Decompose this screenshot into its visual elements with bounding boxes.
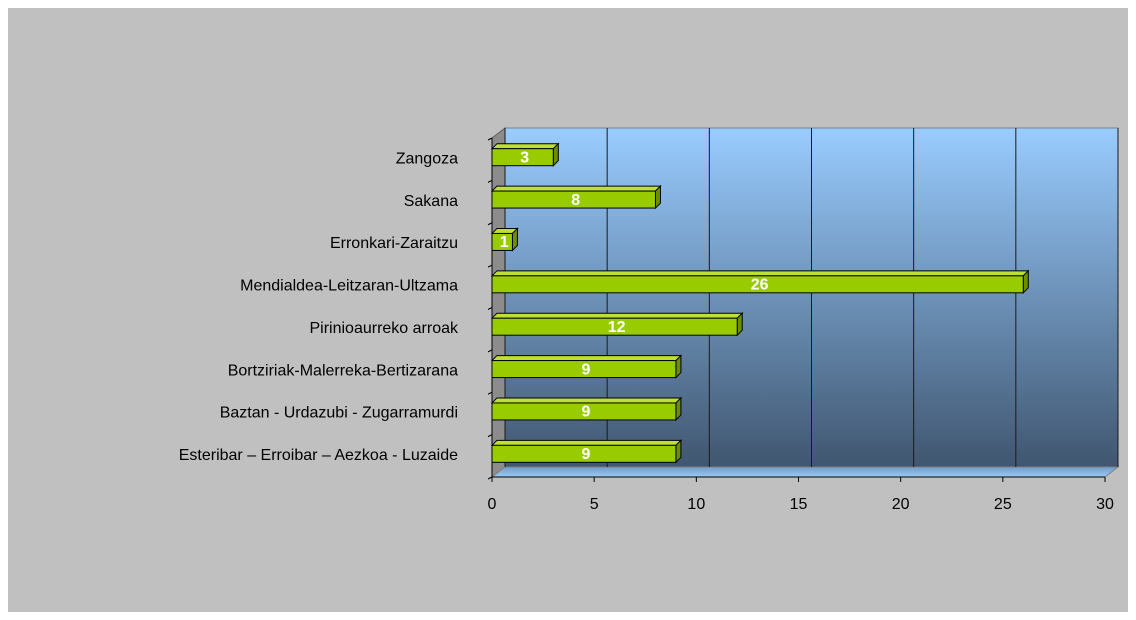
x-tick-label: 0: [488, 496, 497, 513]
x-tick-label: 25: [994, 496, 1012, 513]
y-tick-label: Esteribar – Erroibar – Aezkoa - Luzaide: [179, 447, 458, 464]
x-tick-label: 20: [892, 496, 910, 513]
y-tick: [487, 434, 493, 438]
x-tick-label: 30: [1096, 496, 1114, 513]
bar: [491, 190, 656, 209]
y-tick-label: Baztan - Urdazubi - Zugarramurdi: [220, 405, 458, 422]
y-tick: [487, 476, 493, 480]
bar: [491, 232, 513, 251]
bar: [491, 444, 677, 463]
bar: [491, 148, 554, 167]
x-tick-label: 5: [590, 496, 599, 513]
y-tick-label: Mendialdea-Leitzaran-Ultzama: [240, 278, 458, 295]
side-wall: [491, 126, 506, 479]
bar-top: [490, 397, 683, 404]
bar-top: [490, 143, 560, 150]
y-tick-label: Zangoza: [396, 150, 458, 167]
value-label: 9: [581, 446, 590, 463]
floor: [490, 466, 1120, 478]
bar: [491, 360, 677, 379]
bar-top: [490, 185, 662, 192]
bar-top: [490, 439, 683, 446]
y-tick: [487, 179, 493, 183]
x-tick-label: 10: [687, 496, 705, 513]
bar: [491, 275, 1024, 294]
value-label: 9: [581, 404, 590, 421]
bar-top: [490, 312, 744, 319]
y-tick-label: Pirinioaurreko arroak: [309, 320, 459, 337]
y-tick: [487, 222, 493, 226]
y-tick-label: Erronkari-Zaraitzu: [330, 235, 458, 252]
value-label: 26: [751, 277, 769, 294]
y-tick: [487, 391, 493, 395]
y-tick: [487, 137, 493, 141]
value-label: 12: [608, 319, 626, 336]
value-label: 3: [520, 149, 529, 166]
bar: [491, 317, 738, 336]
value-label: 9: [581, 361, 590, 378]
y-tick-label: Sakana: [404, 193, 458, 210]
value-label: 8: [571, 192, 580, 209]
bar-top: [490, 355, 683, 362]
bar: [491, 402, 677, 421]
y-tick: [487, 264, 493, 268]
bar-top: [490, 270, 1030, 277]
value-label: 1: [500, 234, 509, 251]
x-tick-label: 15: [790, 496, 808, 513]
y-tick: [487, 307, 493, 310]
y-tick-label: Bortziriak-Malerreka-Bertizarana: [228, 362, 458, 379]
y-tick: [487, 349, 493, 353]
